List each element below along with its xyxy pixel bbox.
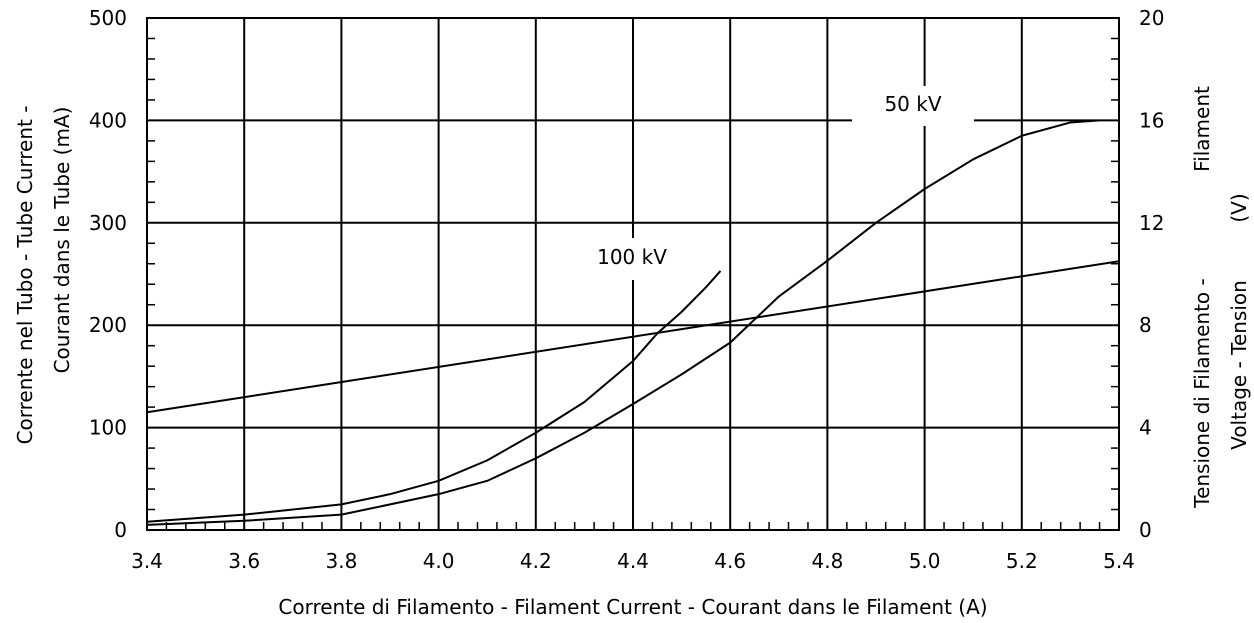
x-tick-label: 3.8: [325, 549, 357, 573]
x-tick-label: 5.2: [1006, 549, 1038, 573]
y-axis-title-right-line4: (V): [1227, 193, 1251, 222]
x-tick-label: 4.6: [714, 549, 746, 573]
y-tick-label-left: 200: [89, 313, 127, 337]
y-tick-label-left: 400: [89, 108, 127, 132]
x-tick-label: 4.0: [423, 549, 455, 573]
y-axis-title-right-line1: Filament: [1190, 86, 1214, 172]
y-tick-label-right: 16: [1139, 108, 1164, 132]
y-tick-label-right: 4: [1139, 416, 1152, 440]
data-series: [146, 119, 1120, 526]
y-axis-title-right-line2: Tensione di Filamento -: [1190, 278, 1214, 509]
x-tick-label: 5.4: [1103, 549, 1135, 573]
y-tick-label-right: 8: [1139, 313, 1152, 337]
x-tick-label: 3.4: [131, 549, 163, 573]
x-tick-label: 3.6: [228, 549, 260, 573]
y-axis-title-right-b: Tensione di Filamento -: [1190, 278, 1214, 509]
filament-voltage-line: [146, 260, 1120, 414]
y-axis-title-right-line3: Voltage - Tension: [1227, 280, 1251, 450]
y-axis-title-right-a: Filament: [1190, 86, 1214, 172]
series-50kv-line: [146, 119, 1100, 526]
x-tick-label: 5.0: [909, 549, 941, 573]
y-axis-title-left-line2: Courant dans le Tube (mA): [50, 107, 74, 374]
plot-frame: [146, 17, 1120, 531]
y-axis-title-left-2: Courant dans le Tube (mA): [50, 107, 74, 374]
label-bg-100kv: [582, 238, 682, 280]
y-axis-title-right-c: Voltage - Tension: [1227, 280, 1251, 450]
y-tick-label-right: 20: [1139, 6, 1164, 30]
tick-labels: 3.4 3.6 3.8 4.0 4.2 4.4 4.6 4.8 5.0 5.2 5.40100200…: [89, 6, 1165, 573]
y-axis-title-left: Corrente nel Tubo - Tube Current -: [13, 106, 37, 445]
y-tick-label-left: 300: [89, 211, 127, 235]
x-axis-title: Corrente di Filamento - Filament Current…: [278, 595, 987, 619]
y-axis-title-right-d: (V): [1227, 193, 1251, 222]
y-tick-label-right: 12: [1139, 211, 1164, 235]
label-bg-50kv: [852, 86, 974, 126]
series-label-100kv: 100 kV: [597, 245, 667, 269]
x-tick-label: 4.4: [617, 549, 649, 573]
series-100kv-line: [146, 270, 722, 523]
y-tick-label-left: 0: [114, 518, 127, 542]
y-tick-label-right: 0: [1139, 518, 1152, 542]
y-axis-title-left-line1: Corrente nel Tubo - Tube Current -: [13, 106, 37, 445]
series-label-50kv: 50 kV: [884, 92, 941, 116]
x-tick-label: 4.2: [520, 549, 552, 573]
x-tick-label: 4.8: [811, 549, 843, 573]
y-tick-label-left: 500: [89, 6, 127, 30]
y-tick-label-left: 100: [89, 416, 127, 440]
